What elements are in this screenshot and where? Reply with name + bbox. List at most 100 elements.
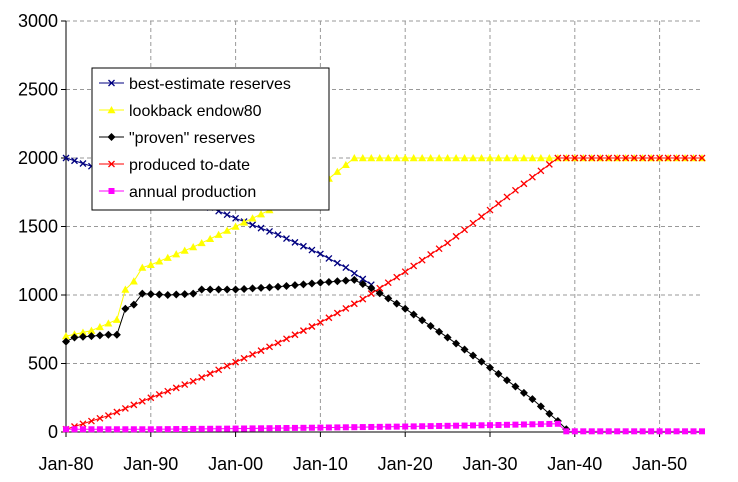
data-point xyxy=(333,259,341,267)
data-point xyxy=(350,300,358,308)
data-point xyxy=(249,350,257,358)
x-tick-label: Jan-90 xyxy=(123,454,178,474)
data-point xyxy=(418,256,426,264)
data-point xyxy=(265,283,274,292)
data-point xyxy=(79,160,87,167)
data-point xyxy=(231,222,240,230)
data-point xyxy=(384,294,393,303)
data-point xyxy=(605,154,613,162)
data-point xyxy=(249,221,257,229)
data-point xyxy=(665,428,672,435)
y-tick-label: 2000 xyxy=(18,148,58,168)
data-point xyxy=(223,211,231,219)
data-point xyxy=(503,193,511,201)
data-point xyxy=(376,284,384,292)
data-point xyxy=(631,428,638,435)
data-point xyxy=(367,284,376,293)
data-point xyxy=(257,210,266,218)
data-point xyxy=(477,357,486,366)
legend-label: "proven" reserves xyxy=(129,130,255,147)
data-point xyxy=(240,284,249,293)
data-point xyxy=(71,426,78,433)
data-point xyxy=(105,426,112,433)
data-point xyxy=(536,402,545,411)
data-point xyxy=(138,289,147,298)
data-point xyxy=(156,426,163,433)
series-1 xyxy=(62,154,706,340)
data-point xyxy=(469,154,478,162)
data-point xyxy=(62,332,70,340)
series-layer xyxy=(62,154,706,435)
data-point xyxy=(401,304,410,313)
data-point xyxy=(155,257,164,265)
data-point xyxy=(266,343,273,351)
data-point xyxy=(198,374,206,381)
legend-label: produced to-date xyxy=(129,157,250,174)
data-point xyxy=(427,250,435,258)
data-point xyxy=(520,421,527,428)
data-point xyxy=(401,268,409,276)
data-point xyxy=(96,426,103,433)
data-point xyxy=(359,275,367,283)
data-point xyxy=(350,269,358,277)
data-point xyxy=(673,428,680,435)
data-point xyxy=(571,154,579,162)
data-point xyxy=(232,358,240,366)
legend-label: annual production xyxy=(129,184,256,201)
data-point xyxy=(597,428,604,435)
y-tick-label: 1000 xyxy=(18,285,58,305)
data-point xyxy=(189,289,198,298)
data-point xyxy=(351,424,358,431)
legend-item: produced to-date xyxy=(99,157,250,174)
data-point xyxy=(546,420,553,427)
data-point xyxy=(486,206,494,214)
data-point xyxy=(198,425,205,432)
data-point xyxy=(562,154,570,162)
data-point xyxy=(333,277,342,286)
data-point xyxy=(181,381,189,389)
y-tick-label: 3000 xyxy=(18,11,58,31)
data-point xyxy=(393,273,401,281)
data-point xyxy=(79,420,87,428)
data-point xyxy=(291,424,298,431)
data-point xyxy=(163,291,172,299)
data-point xyxy=(673,154,681,162)
data-point xyxy=(359,424,366,431)
data-point xyxy=(494,154,503,162)
data-point xyxy=(537,167,545,175)
data-point xyxy=(62,154,70,162)
data-point xyxy=(367,290,375,298)
data-point xyxy=(282,281,291,290)
data-point xyxy=(460,345,469,354)
data-point xyxy=(113,426,120,433)
data-point xyxy=(596,154,604,162)
data-point xyxy=(300,424,307,431)
data-point xyxy=(342,264,350,272)
legend-box xyxy=(91,67,330,211)
data-point xyxy=(401,154,410,162)
data-point xyxy=(283,235,290,243)
data-point xyxy=(528,395,537,404)
data-point xyxy=(436,422,443,429)
data-point xyxy=(164,426,171,433)
data-point xyxy=(207,425,214,432)
data-point xyxy=(224,425,231,432)
data-point xyxy=(274,231,282,239)
data-point xyxy=(325,424,332,431)
data-point xyxy=(130,426,137,433)
data-point xyxy=(232,214,240,222)
data-point xyxy=(104,330,113,339)
data-point xyxy=(690,154,697,162)
data-point xyxy=(248,284,257,293)
data-point xyxy=(139,426,146,433)
data-point xyxy=(409,310,418,319)
data-point xyxy=(79,426,86,433)
data-point xyxy=(537,421,544,428)
data-point xyxy=(95,322,104,331)
data-point xyxy=(112,315,121,323)
data-point xyxy=(545,409,554,418)
data-point xyxy=(452,232,460,240)
data-point xyxy=(307,279,316,288)
data-point xyxy=(104,319,113,327)
data-point xyxy=(486,363,494,372)
